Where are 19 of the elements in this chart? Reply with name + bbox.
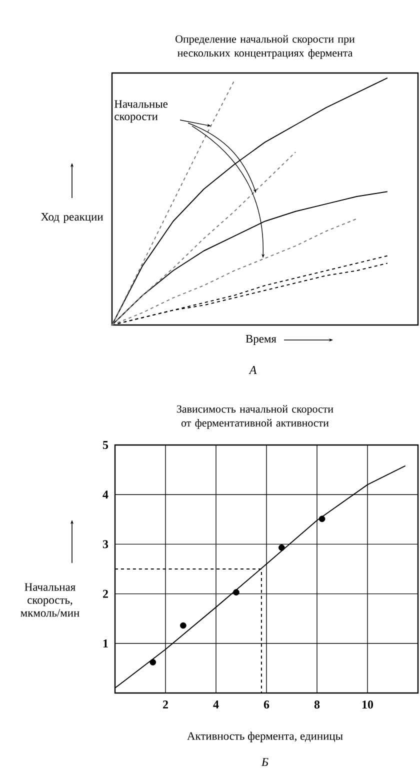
y-tick-label: 4 bbox=[102, 490, 108, 499]
y-axis-title: Ход реакции bbox=[40, 213, 104, 223]
text: Б bbox=[261, 758, 268, 766]
y-tick-label: 3 bbox=[102, 540, 108, 548]
chart-title: Определение начальной скорости при нескольких концентрациях фермента bbox=[176, 35, 355, 59]
y-axis-title: Начальная скорость, мкмоль/мин bbox=[20, 583, 80, 617]
x-tick-label: 4 bbox=[213, 700, 219, 708]
x-tick-label: 10 bbox=[362, 700, 374, 709]
x-axis-title: Активность фермента, единицы bbox=[187, 732, 343, 742]
y-tick-label: 5 bbox=[102, 441, 108, 449]
y-tick-label: 2 bbox=[103, 590, 108, 598]
x-tick-label: 2 bbox=[163, 700, 168, 708]
x-tick-label: 6 bbox=[264, 700, 270, 709]
x-axis-title: Время bbox=[246, 335, 276, 345]
x-tick-label: 8 bbox=[314, 700, 320, 709]
y-tick-label: 1 bbox=[103, 639, 108, 648]
chart-title: Зависимость начальной скорости от ферментативной активности bbox=[176, 405, 334, 429]
text: А bbox=[248, 366, 257, 374]
annotation: Начальные скорости bbox=[114, 100, 168, 123]
